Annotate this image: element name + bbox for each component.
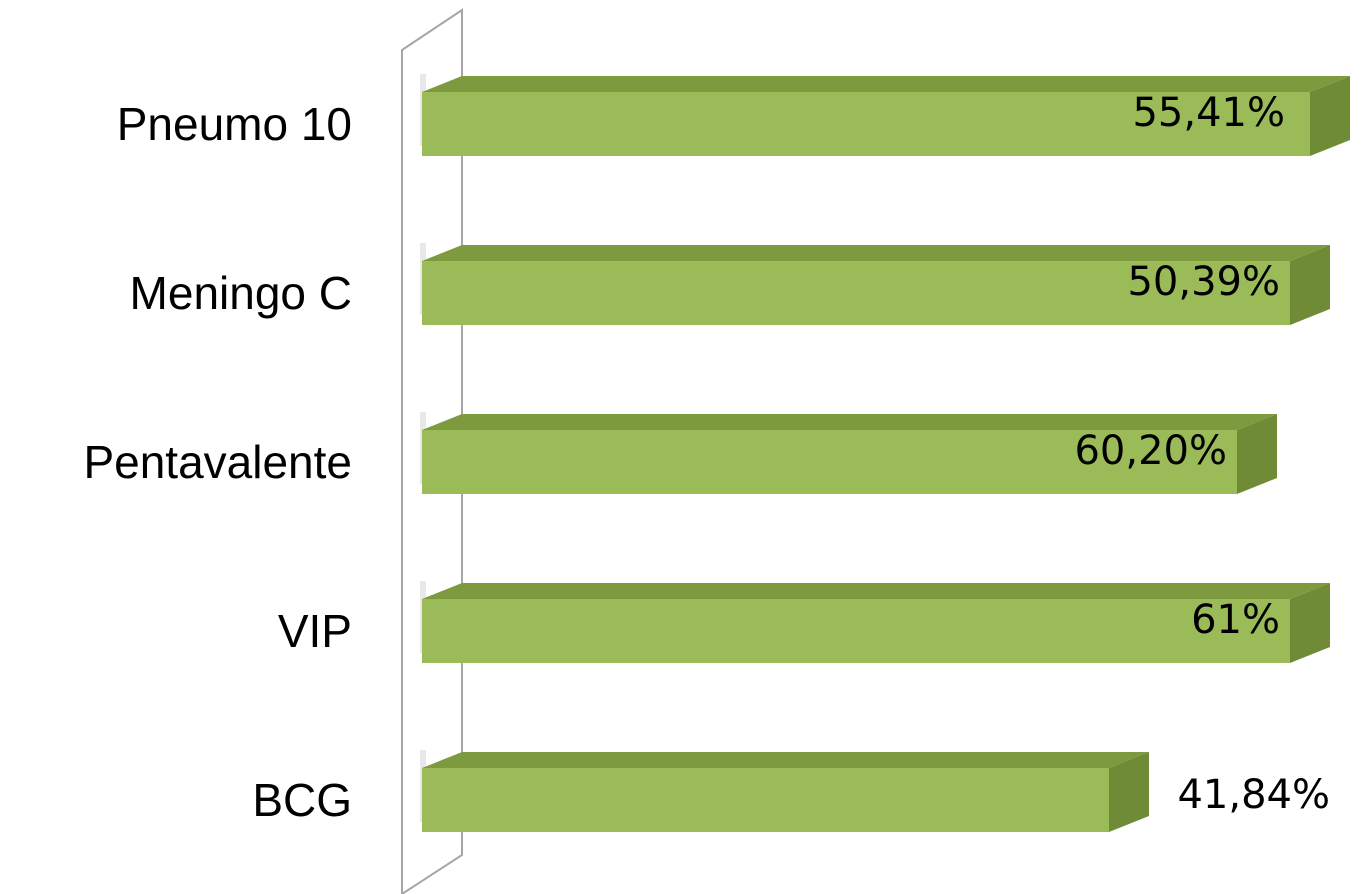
category-label: BCG (252, 774, 352, 826)
bar-vip (420, 581, 1330, 663)
bar-side-face (1310, 76, 1350, 156)
value-label: 55,41% (1132, 90, 1285, 136)
bar-side-face (1290, 583, 1330, 663)
bar-pentavalente (420, 412, 1277, 494)
bar-side-face (1237, 414, 1277, 494)
value-label: 60,20% (1074, 428, 1227, 474)
bar-front-face (422, 92, 1310, 156)
bar-side-face (1109, 752, 1149, 832)
bar-top-face (422, 414, 1277, 430)
bar-front-face (422, 261, 1290, 325)
category-label: VIP (278, 605, 352, 657)
bar-pneumo-10 (420, 74, 1350, 156)
labels-group: Pneumo 10 55,41% Meningo C 50,39% Pentavalen… (83, 90, 1330, 826)
value-label: 61% (1191, 597, 1280, 643)
category-label: Pneumo 10 (117, 98, 352, 150)
category-label: Meningo C (130, 267, 352, 319)
bar-top-face (422, 583, 1330, 599)
bars-group (420, 74, 1350, 832)
bar-front-face (422, 430, 1237, 494)
bar-meningo-c (420, 243, 1330, 325)
bar-side-face (1290, 245, 1330, 325)
bar-bcg (420, 750, 1149, 832)
bar-front-face (422, 768, 1109, 832)
value-label: 41,84% (1177, 772, 1330, 818)
bar-top-face (422, 245, 1330, 261)
bar-top-face (422, 76, 1350, 92)
value-label: 50,39% (1127, 259, 1280, 305)
bar-top-face (422, 752, 1149, 768)
bar-front-face (422, 599, 1290, 663)
category-label: Pentavalente (83, 436, 352, 488)
